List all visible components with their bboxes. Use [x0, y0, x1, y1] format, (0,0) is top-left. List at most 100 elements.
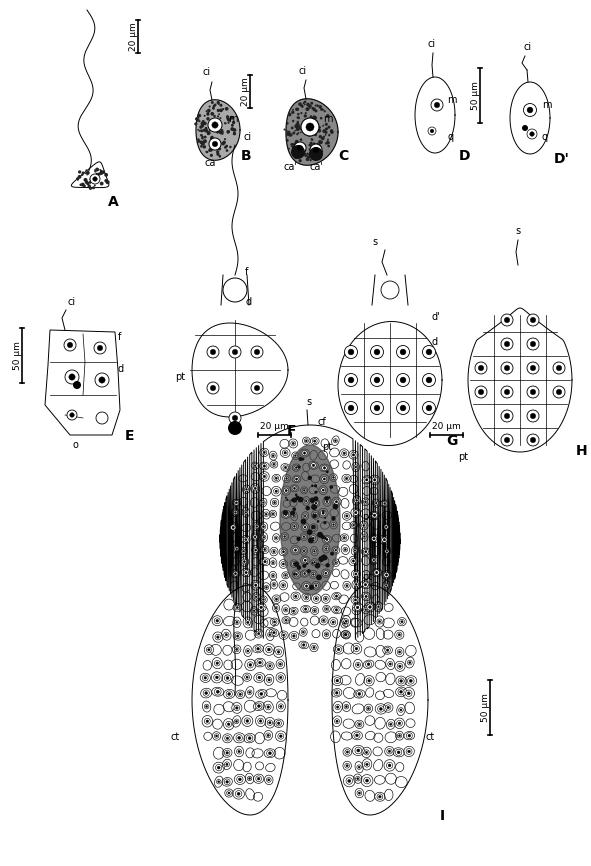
Circle shape	[342, 535, 347, 540]
Circle shape	[322, 465, 327, 470]
Circle shape	[397, 402, 410, 415]
Circle shape	[304, 595, 309, 600]
Circle shape	[221, 142, 225, 145]
Circle shape	[95, 168, 99, 171]
Circle shape	[314, 440, 316, 443]
Circle shape	[312, 439, 317, 443]
Text: cf: cf	[318, 417, 327, 427]
Circle shape	[248, 737, 251, 740]
Circle shape	[90, 174, 100, 184]
Circle shape	[397, 632, 402, 637]
Circle shape	[291, 633, 297, 639]
Circle shape	[203, 121, 207, 126]
Circle shape	[293, 507, 296, 511]
Circle shape	[322, 151, 323, 152]
Circle shape	[294, 595, 297, 598]
Circle shape	[378, 706, 384, 712]
Circle shape	[311, 504, 317, 510]
Circle shape	[230, 116, 234, 120]
Circle shape	[235, 605, 240, 610]
Circle shape	[200, 145, 203, 148]
Circle shape	[236, 606, 238, 609]
Circle shape	[306, 103, 310, 107]
Circle shape	[363, 777, 371, 784]
Circle shape	[209, 106, 211, 107]
Circle shape	[304, 584, 309, 589]
Circle shape	[255, 646, 261, 652]
Circle shape	[202, 136, 204, 138]
Circle shape	[310, 142, 313, 145]
Circle shape	[353, 524, 355, 526]
Circle shape	[397, 663, 403, 669]
Text: ca': ca'	[309, 162, 323, 172]
Circle shape	[273, 551, 275, 553]
Circle shape	[254, 548, 258, 553]
Circle shape	[262, 526, 265, 527]
Circle shape	[197, 141, 199, 144]
Circle shape	[300, 144, 303, 147]
Circle shape	[371, 373, 384, 386]
Circle shape	[293, 572, 296, 576]
Circle shape	[387, 748, 392, 754]
Text: ci: ci	[243, 132, 251, 142]
Circle shape	[351, 452, 356, 457]
Circle shape	[260, 693, 263, 695]
Circle shape	[296, 495, 300, 500]
Circle shape	[358, 792, 361, 794]
Circle shape	[268, 779, 270, 781]
Circle shape	[302, 488, 306, 493]
Circle shape	[255, 549, 256, 551]
Circle shape	[267, 720, 272, 726]
Circle shape	[325, 142, 327, 145]
Circle shape	[320, 534, 325, 540]
Circle shape	[206, 110, 207, 112]
Circle shape	[313, 527, 314, 529]
Circle shape	[236, 621, 238, 624]
Circle shape	[400, 709, 402, 711]
Circle shape	[284, 617, 288, 623]
Circle shape	[324, 110, 326, 113]
Circle shape	[366, 706, 371, 711]
Circle shape	[374, 377, 380, 383]
Circle shape	[205, 692, 207, 695]
Text: d: d	[245, 297, 251, 307]
Circle shape	[263, 451, 265, 454]
Circle shape	[301, 118, 319, 136]
Circle shape	[336, 647, 342, 652]
Text: pt: pt	[322, 442, 332, 452]
Circle shape	[321, 618, 326, 623]
Circle shape	[292, 497, 297, 502]
Circle shape	[296, 147, 299, 150]
Circle shape	[272, 575, 274, 577]
Circle shape	[226, 791, 231, 795]
Circle shape	[527, 107, 533, 113]
Circle shape	[522, 125, 528, 131]
Circle shape	[258, 632, 260, 635]
Circle shape	[264, 548, 266, 551]
Circle shape	[204, 718, 210, 724]
Circle shape	[211, 136, 213, 138]
Circle shape	[303, 631, 304, 633]
Circle shape	[478, 365, 483, 371]
Circle shape	[216, 143, 218, 145]
Circle shape	[198, 119, 200, 120]
Text: 20 μm: 20 μm	[432, 422, 461, 431]
Circle shape	[313, 122, 316, 125]
Circle shape	[216, 131, 219, 133]
Circle shape	[355, 572, 357, 575]
Circle shape	[423, 346, 436, 359]
Circle shape	[345, 634, 347, 636]
Circle shape	[326, 114, 330, 118]
Circle shape	[267, 677, 272, 682]
Circle shape	[356, 500, 358, 501]
Circle shape	[294, 125, 298, 128]
Circle shape	[313, 551, 315, 553]
Circle shape	[501, 410, 513, 422]
Circle shape	[96, 412, 108, 424]
Circle shape	[258, 604, 264, 611]
Circle shape	[345, 763, 349, 768]
Circle shape	[306, 506, 310, 510]
Circle shape	[249, 778, 251, 779]
Circle shape	[272, 562, 274, 564]
Circle shape	[324, 134, 326, 136]
